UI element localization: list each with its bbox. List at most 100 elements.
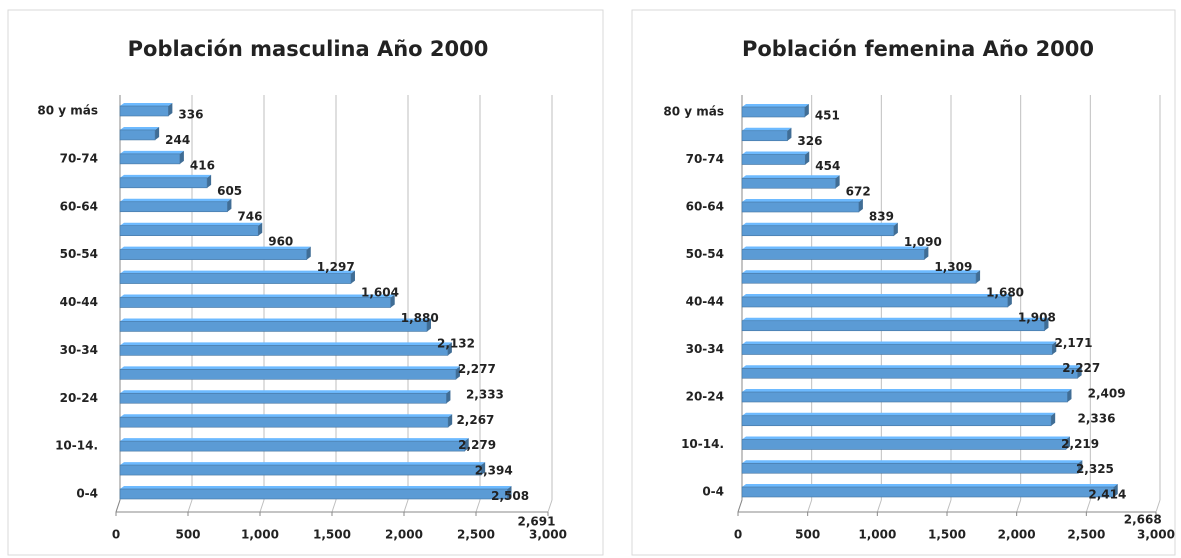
- value-label: 454: [815, 159, 840, 173]
- bar: [119, 201, 228, 213]
- y-tick-label: 30-34: [60, 343, 98, 357]
- y-tick-label: 60-64: [60, 199, 98, 213]
- bar-side: [390, 294, 395, 308]
- bar: [741, 415, 1052, 427]
- bar-side: [448, 414, 453, 428]
- bar-side: [1065, 436, 1070, 450]
- x-tick-label: 2,000: [998, 528, 1036, 542]
- bar: [741, 201, 860, 213]
- x-tick-label: 1,000: [241, 528, 279, 542]
- chart-title: Población masculina Año 2000: [128, 37, 489, 61]
- grid-line-depth: [1155, 499, 1161, 513]
- bar: [119, 440, 466, 452]
- bar-side: [455, 366, 460, 380]
- value-label: 2,691: [518, 515, 556, 529]
- y-tick-label: 50-54: [60, 247, 98, 261]
- bar: [741, 154, 806, 165]
- bar-side: [446, 390, 451, 404]
- value-label: 1,880: [401, 311, 439, 325]
- bar-top: [742, 484, 1118, 487]
- bar-top: [120, 414, 453, 418]
- bar-top: [742, 222, 898, 226]
- bar-top: [120, 462, 486, 466]
- chart-title: Población femenina Año 2000: [742, 37, 1094, 61]
- bar: [741, 344, 1053, 355]
- x-tick-label: 1,000: [858, 528, 896, 542]
- bar: [119, 249, 308, 260]
- bar-top: [742, 317, 1049, 321]
- bar-side: [924, 246, 929, 260]
- bar: [119, 345, 449, 356]
- value-label: 2,219: [1061, 437, 1099, 451]
- bar-top: [742, 104, 809, 107]
- x-tick-label: 2,500: [1067, 528, 1105, 542]
- bar-side: [1051, 412, 1056, 426]
- bar: [119, 297, 392, 308]
- bar: [119, 488, 508, 500]
- bar-top: [742, 270, 981, 274]
- bar-side: [179, 150, 184, 164]
- bar: [741, 106, 806, 118]
- y-tick-label: 50-54: [686, 247, 724, 261]
- value-label: 2,277: [458, 362, 496, 376]
- bar: [119, 153, 181, 165]
- bar-side: [1113, 484, 1118, 497]
- grid-line-depth: [1085, 499, 1091, 513]
- bar-top: [120, 222, 263, 226]
- bar-side: [858, 199, 863, 212]
- value-label: 839: [869, 210, 894, 224]
- y-tick-label: 80 y más: [663, 105, 724, 119]
- x-tick-label: 2,000: [385, 528, 423, 542]
- value-label: 1,680: [986, 285, 1024, 299]
- bar: [741, 320, 1045, 332]
- bar-top: [742, 294, 1012, 297]
- bar: [741, 272, 977, 284]
- bar: [119, 464, 482, 476]
- y-tick-label: 80 y más: [37, 104, 98, 118]
- value-label: 672: [846, 184, 871, 198]
- bar-top: [742, 436, 1070, 440]
- y-tick-label: 0-4: [702, 485, 724, 499]
- bar: [741, 225, 895, 237]
- value-label: 2,409: [1088, 386, 1126, 400]
- bar-top: [742, 365, 1082, 369]
- grid-line-depth: [475, 499, 481, 513]
- y-tick-label: 10-14.: [55, 439, 98, 453]
- bar-side: [805, 151, 810, 165]
- value-label: 1,908: [1018, 311, 1056, 325]
- bar: [741, 439, 1067, 450]
- bar-side: [306, 246, 311, 260]
- x-tick-label: 3,000: [529, 528, 567, 542]
- value-label: 605: [217, 184, 242, 198]
- bar-side: [507, 486, 512, 499]
- bar-side: [168, 103, 173, 116]
- grid-line-depth: [807, 499, 813, 513]
- value-label: 2,508: [491, 489, 529, 503]
- value-label: 2,668: [1124, 513, 1162, 527]
- value-label: 2,333: [466, 387, 504, 401]
- value-label: 336: [178, 108, 203, 122]
- grid-line-depth: [547, 499, 553, 513]
- value-label: 2,414: [1088, 487, 1126, 501]
- grid-line-depth: [259, 499, 265, 513]
- bar-top: [120, 126, 160, 130]
- value-label: 2,325: [1076, 462, 1114, 476]
- bar-side: [804, 104, 809, 117]
- bar: [741, 391, 1068, 403]
- bar: [119, 321, 428, 332]
- y-tick-label: 30-34: [686, 342, 724, 356]
- value-label: 2,132: [437, 336, 475, 350]
- value-label: 451: [815, 109, 840, 123]
- value-label: 2,394: [475, 464, 513, 478]
- bar-side: [227, 198, 232, 212]
- bar-side: [976, 270, 981, 284]
- value-label: 244: [165, 133, 190, 147]
- bar-top: [120, 174, 212, 178]
- y-tick-label: 70-74: [60, 151, 98, 165]
- x-tick-label: 3,000: [1137, 528, 1175, 542]
- bar-side: [464, 438, 469, 452]
- value-label: 960: [268, 235, 293, 249]
- bar-top: [120, 438, 469, 442]
- axis-floor: [737, 499, 743, 513]
